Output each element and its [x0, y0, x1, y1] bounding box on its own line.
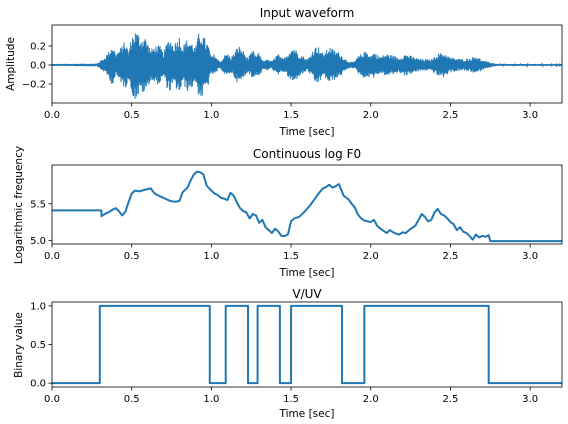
tick-layer: 0.0 0.5 1.0 1.5 2.0 2.5 3.0 5.0 5.5 — [30, 199, 538, 262]
x-tick-label: 0.0 — [44, 394, 60, 405]
tick-layer: 0.0 0.5 1.0 1.5 2.0 2.5 3.0 0.0 0.5 1.0 — [30, 301, 538, 405]
x-tick-label: 1.0 — [203, 110, 219, 121]
x-tick-label: 1.0 — [203, 251, 219, 262]
x-tick-label: 2.0 — [363, 394, 379, 405]
x-tick-label: 0.0 — [44, 251, 60, 262]
plot-layer — [52, 304, 562, 385]
waveform-panel: Input waveform 0.0 0.5 1.0 1.5 2.0 2.5 3.0 −0.2… — [5, 6, 563, 138]
log-f0-panel: Continuous log F0 0.0 0.5 1.0 1.5 2.0 2.5 3.0 5… — [13, 146, 563, 279]
y-axis-title: Binary value — [13, 312, 25, 378]
y-axis-title: Amplitude — [5, 37, 17, 91]
x-tick-label: 2.0 — [363, 251, 379, 262]
waveform-series-line — [52, 33, 562, 99]
series-line — [52, 170, 562, 243]
y-tick-label: 1.0 — [30, 301, 46, 312]
x-tick-label: 3.0 — [522, 110, 538, 121]
x-tick-label: 0.5 — [124, 251, 140, 262]
x-tick-label: 0.5 — [124, 110, 140, 121]
y-tick-label: 5.0 — [30, 236, 46, 247]
y-tick-label: 0.0 — [30, 379, 46, 390]
y-axis-title: Logarithmic frequency — [13, 146, 25, 264]
x-tick-label: 2.5 — [442, 394, 458, 405]
plot-layer — [52, 33, 562, 99]
axes-frame — [51, 24, 563, 104]
x-tick-label: 1.0 — [203, 394, 219, 405]
x-tick-label: 1.5 — [283, 110, 299, 121]
x-tick-label: 3.0 — [522, 251, 538, 262]
y-tick-label: 0.2 — [30, 41, 46, 52]
x-tick-label: 2.5 — [442, 251, 458, 262]
y-tick-label: 5.5 — [30, 199, 46, 210]
x-axis-title: Time [sec] — [279, 267, 335, 279]
x-tick-label: 1.5 — [283, 394, 299, 405]
y-tick-label: 0.0 — [30, 60, 46, 71]
y-tick-label: −0.2 — [22, 79, 46, 90]
vuv-panel: V/UV 0.0 0.5 1.0 1.5 2.0 2.5 3.0 0.0 0.5 1.0 Time… — [13, 287, 563, 420]
axes-frame — [51, 164, 563, 245]
x-axis-title: Time [sec] — [279, 408, 335, 420]
x-tick-label: 0.5 — [124, 394, 140, 405]
panel-title: Input waveform — [260, 6, 355, 20]
x-tick-label: 1.5 — [283, 251, 299, 262]
tick-layer: 0.0 0.5 1.0 1.5 2.0 2.5 3.0 −0.2 0.0 0.2 — [22, 41, 538, 121]
series-line — [52, 304, 562, 385]
x-tick-label: 3.0 — [522, 394, 538, 405]
x-axis-title: Time [sec] — [279, 126, 335, 138]
panel-title: Continuous log F0 — [253, 147, 361, 161]
panel-title: V/UV — [292, 287, 322, 301]
plot-layer — [52, 170, 562, 243]
x-tick-label: 0.0 — [44, 110, 60, 121]
x-tick-label: 2.0 — [363, 110, 379, 121]
y-tick-label: 0.5 — [30, 340, 46, 351]
x-tick-label: 2.5 — [442, 110, 458, 121]
